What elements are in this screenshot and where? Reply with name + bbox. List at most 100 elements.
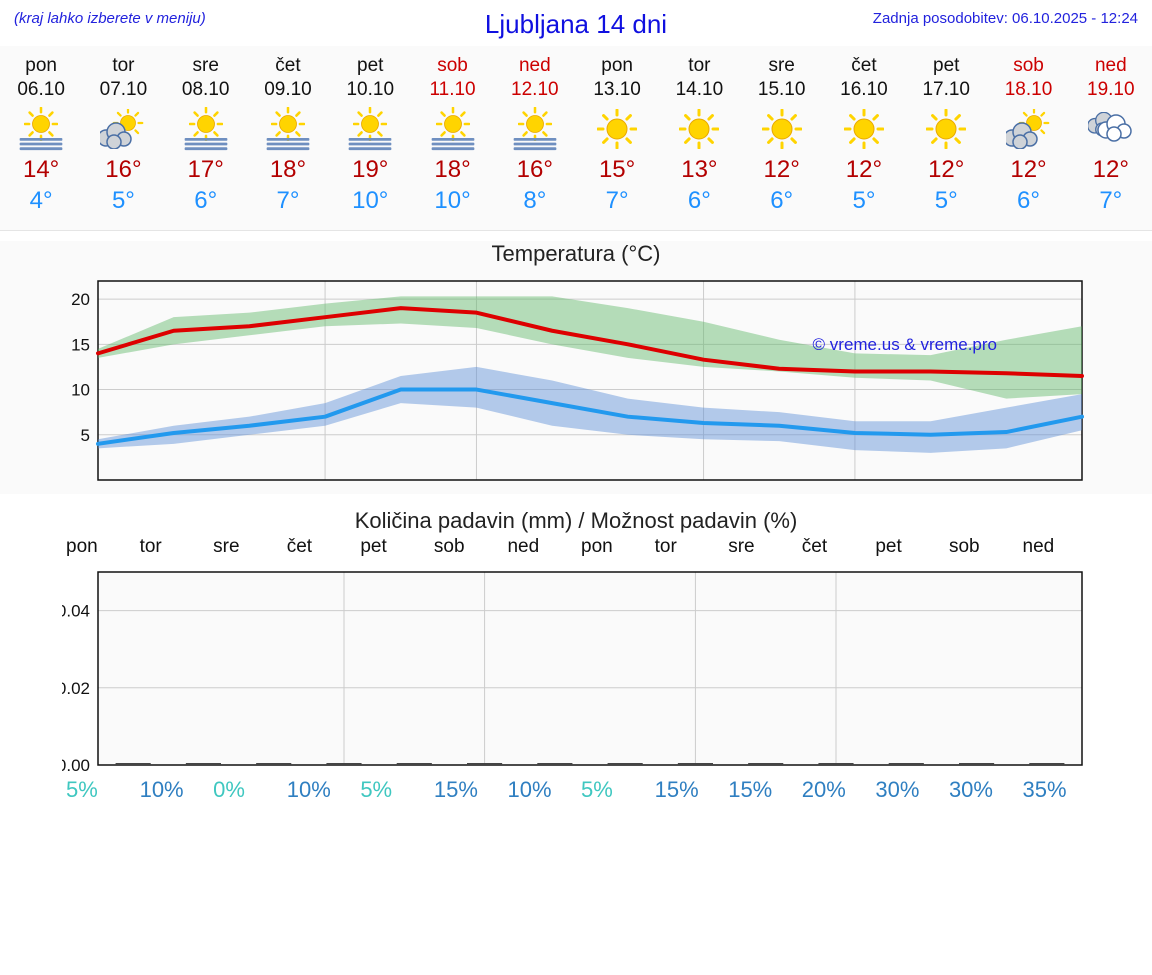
temperature-chart-section: Temperatura (°C) 5 10 15 20 © vreme.us & vr… [0, 241, 1152, 494]
day-tmax-6: 16° [494, 154, 576, 185]
precip-pct-row: 5% 10% 0% 10% 5% 15% 10% 5% 15% 15% 20% 30% 30% 35% [62, 777, 1092, 803]
precip-pct-label-11: 30% [871, 777, 945, 803]
day-icon-wrap-9 [741, 106, 823, 152]
weather-icon-cloud [1088, 107, 1134, 151]
precipitation-chart-svg[interactable]: 0.00 0.02 0.04 [62, 558, 1092, 773]
svg-text:15: 15 [71, 335, 90, 354]
day-column-2[interactable]: sre 08.10 17° 6° [165, 54, 247, 216]
day-date-1: 07.10 [82, 78, 164, 102]
day-column-10[interactable]: čet 16.10 12° 5° [823, 54, 905, 216]
day-icon-wrap-1 [82, 106, 164, 152]
precip-bar-9 [748, 763, 783, 765]
precip-bar-11 [889, 763, 924, 765]
day-date-0: 06.10 [0, 78, 82, 102]
day-tmax-1: 16° [82, 154, 164, 185]
precip-pct-label-3: 10% [283, 777, 357, 803]
precip-bar-1 [186, 763, 221, 765]
day-tmax-11: 12° [905, 154, 987, 185]
day-column-11[interactable]: pet 17.10 12° 5° [905, 54, 987, 216]
day-column-4[interactable]: pet 10.10 19° 10° [329, 54, 411, 216]
precip-days-row: pon tor sre čet pet sob ned pon tor sre čet pet sob n… [62, 536, 1092, 558]
day-tmax-7: 15° [576, 154, 658, 185]
precip-pct-label-13: 35% [1019, 777, 1093, 803]
day-icon-wrap-4 [329, 106, 411, 152]
day-column-6[interactable]: ned 12.10 16° 8° [494, 54, 576, 216]
precip-pct-label-2: 0% [209, 777, 283, 803]
divider-1 [0, 230, 1152, 231]
weather-icon-sun-fog [430, 107, 476, 151]
precip-day-label-9: sre [724, 536, 798, 558]
day-name-6: ned [494, 54, 576, 78]
sun-icon [926, 109, 966, 149]
weather-icon-sun-fog [347, 107, 393, 151]
day-name-2: sre [165, 54, 247, 78]
fog-icon [265, 138, 311, 151]
day-column-0[interactable]: pon 06.10 14° 4° [0, 54, 82, 216]
day-name-10: čet [823, 54, 905, 78]
precip-pct-label-6: 10% [503, 777, 577, 803]
day-column-13[interactable]: ned 19.10 12° 7° [1070, 54, 1152, 216]
precip-chart-title: Količina padavin (mm) / Možnost padavin … [355, 508, 798, 533]
svg-text:10: 10 [71, 380, 90, 399]
day-date-3: 09.10 [247, 78, 329, 102]
precip-pct-label-9: 15% [724, 777, 798, 803]
day-name-1: tor [82, 54, 164, 78]
precip-day-label-0: pon [62, 536, 136, 558]
day-tmin-10: 5° [823, 185, 905, 216]
day-date-13: 19.10 [1070, 78, 1152, 102]
precip-pct-label-12: 30% [945, 777, 1019, 803]
day-date-10: 16.10 [823, 78, 905, 102]
day-tmax-5: 18° [411, 154, 493, 185]
precip-day-label-8: tor [651, 536, 725, 558]
temp-chart-wrap[interactable]: 5 10 15 20 © vreme.us & vreme.pro [62, 273, 1092, 488]
temp-chart-title: Temperatura (°C) [0, 241, 1152, 267]
day-icon-wrap-10 [823, 106, 905, 152]
day-tmin-1: 5° [82, 185, 164, 216]
precip-bar-0 [116, 763, 151, 765]
day-tmin-4: 10° [329, 185, 411, 216]
day-name-5: sob [411, 54, 493, 78]
day-name-3: čet [247, 54, 329, 78]
day-date-7: 13.10 [576, 78, 658, 102]
day-date-2: 08.10 [165, 78, 247, 102]
day-icon-wrap-7 [576, 106, 658, 152]
day-column-1[interactable]: tor 07.10 16° 5° [82, 54, 164, 216]
update-time-text: Zadnja posodobitev: 06.10.2025 - 12:24 [873, 10, 1138, 27]
day-column-9[interactable]: sre 15.10 12° 6° [741, 54, 823, 216]
temperature-chart-svg[interactable]: 5 10 15 20 [62, 273, 1092, 488]
weather-icon-sun-cloud [100, 107, 146, 151]
day-date-8: 14.10 [658, 78, 740, 102]
day-column-8[interactable]: tor 14.10 13° 6° [658, 54, 740, 216]
precip-bar-13 [1029, 763, 1064, 765]
precip-day-label-13: ned [1019, 536, 1093, 558]
day-tmin-0: 4° [0, 185, 82, 216]
precip-bar-3 [326, 763, 361, 765]
sun-icon [271, 107, 305, 141]
day-date-12: 18.10 [987, 78, 1069, 102]
weather-icon-sun-cloud [1006, 107, 1052, 151]
precip-day-label-12: sob [945, 536, 1019, 558]
day-tmin-3: 7° [247, 185, 329, 216]
day-column-5[interactable]: sob 11.10 18° 10° [411, 54, 493, 216]
precip-bar-6 [537, 763, 572, 765]
precip-bar-12 [959, 763, 994, 765]
weather-icon-sun-fog [265, 107, 311, 151]
day-column-7[interactable]: pon 13.10 15° 7° [576, 54, 658, 216]
precip-bar-8 [678, 763, 713, 765]
precip-bar-4 [397, 763, 432, 765]
weather-icon-sun [679, 107, 719, 151]
precip-bar-2 [256, 763, 291, 765]
precip-day-label-10: čet [798, 536, 872, 558]
day-name-9: sre [741, 54, 823, 78]
precip-day-label-6: ned [503, 536, 577, 558]
day-column-3[interactable]: čet 09.10 18° 7° [247, 54, 329, 216]
day-tmin-11: 5° [905, 185, 987, 216]
days-panel: pon 06.10 14° 4° tor 07.10 16° 5° [0, 46, 1152, 230]
day-tmin-12: 6° [987, 185, 1069, 216]
page-title: Ljubljana 14 dni [485, 9, 667, 40]
svg-text:5: 5 [81, 426, 90, 445]
fog-icon [430, 138, 476, 151]
day-name-7: pon [576, 54, 658, 78]
precip-day-label-4: pet [356, 536, 430, 558]
day-column-12[interactable]: sob 18.10 12° 6° [987, 54, 1069, 216]
